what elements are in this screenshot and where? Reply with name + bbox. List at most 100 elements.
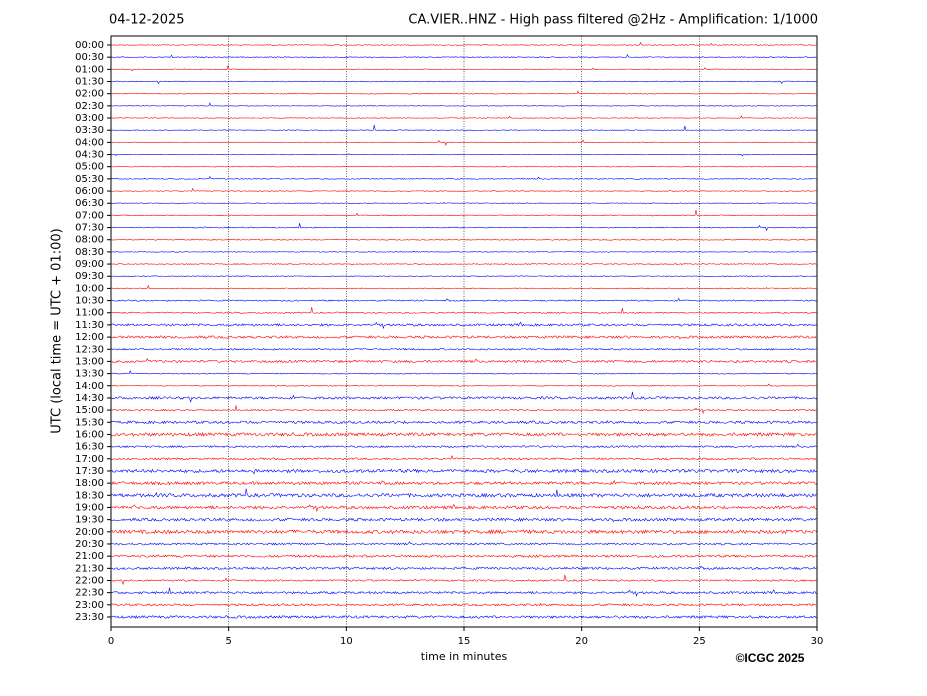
y-tick-label: 05:30 — [75, 174, 104, 185]
y-tick-label: 14:30 — [75, 393, 104, 404]
copyright: ©ICGC 2025 — [736, 651, 805, 665]
y-tick-label: 10:30 — [75, 296, 104, 307]
trace — [110, 529, 818, 535]
y-tick-label: 03:30 — [75, 125, 104, 136]
trace — [110, 139, 818, 146]
y-tick-label: 18:00 — [75, 478, 104, 489]
trace — [110, 334, 818, 340]
x-tick-label: 10 — [340, 636, 353, 647]
trace — [110, 223, 818, 232]
trace — [110, 275, 818, 278]
trace — [110, 263, 818, 265]
trace — [110, 80, 818, 85]
trace — [110, 517, 818, 523]
y-tick-label: 21:00 — [75, 551, 104, 562]
x-axis-label: time in minutes — [421, 650, 508, 663]
trace — [110, 405, 818, 415]
trace — [110, 238, 818, 241]
y-tick-label: 00:30 — [75, 52, 104, 63]
trace — [110, 297, 818, 302]
y-tick-label: 02:00 — [75, 89, 104, 100]
y-tick-label: 10:00 — [75, 283, 104, 294]
trace — [110, 565, 818, 571]
y-tick-label: 17:30 — [75, 466, 104, 477]
y-tick-label: 07:00 — [75, 210, 104, 221]
trace — [110, 468, 818, 475]
trace — [110, 321, 818, 330]
y-tick-label: 06:00 — [75, 186, 104, 197]
trace — [110, 479, 818, 486]
trace — [110, 90, 818, 95]
trace — [110, 54, 818, 58]
x-tick-label: 0 — [108, 636, 114, 647]
y-tick-label: 06:30 — [75, 198, 104, 209]
y-tick-label: 09:00 — [75, 259, 104, 270]
y-tick-label: 01:00 — [75, 64, 104, 75]
x-tick-label: 20 — [575, 636, 588, 647]
y-tick-label: 04:30 — [75, 150, 104, 161]
trace — [110, 614, 818, 619]
trace — [110, 175, 818, 180]
y-tick-label: 22:00 — [75, 575, 104, 586]
trace — [110, 124, 818, 132]
y-tick-label: 19:00 — [75, 502, 104, 513]
trace — [110, 347, 818, 351]
y-tick-label: 08:30 — [75, 247, 104, 258]
y-axis-label: UTC (local time = UTC + 01:00) — [50, 228, 65, 433]
trace — [110, 41, 818, 46]
y-tick-label: 15:30 — [75, 417, 104, 428]
y-tick-label: 13:00 — [75, 356, 104, 367]
x-tick-label: 25 — [693, 636, 706, 647]
trace — [110, 202, 818, 205]
y-tick-label: 16:00 — [75, 429, 104, 440]
trace — [110, 541, 818, 546]
trace — [110, 503, 818, 513]
x-tick-label: 5 — [225, 636, 231, 647]
y-tick-label: 11:30 — [75, 320, 104, 331]
trace — [110, 454, 818, 461]
y-tick-label: 08:00 — [75, 235, 104, 246]
y-tick-label: 12:00 — [75, 332, 104, 343]
y-tick-label: 01:30 — [75, 77, 104, 88]
trace — [110, 554, 818, 558]
trace — [110, 102, 818, 107]
trace — [110, 284, 818, 290]
trace — [110, 358, 818, 364]
trace — [110, 488, 818, 498]
trace — [110, 209, 818, 217]
y-tick-label: 18:30 — [75, 490, 104, 501]
y-tick-label: 05:00 — [75, 162, 104, 173]
y-tick-label: 13:30 — [75, 369, 104, 380]
trace — [110, 307, 818, 315]
y-tick-label: 20:30 — [75, 539, 104, 550]
y-tick-label: 23:00 — [75, 600, 104, 611]
y-tick-label: 19:30 — [75, 515, 104, 526]
trace — [110, 574, 818, 586]
y-tick-label: 14:00 — [75, 381, 104, 392]
y-tick-label: 00:00 — [75, 40, 104, 51]
trace — [110, 115, 818, 119]
trace — [110, 391, 818, 403]
y-tick-label: 23:30 — [75, 612, 104, 623]
trace — [110, 383, 818, 387]
y-tick-label: 02:30 — [75, 101, 104, 112]
y-tick-label: 17:00 — [75, 454, 104, 465]
trace — [110, 587, 818, 597]
y-tick-label: 04:00 — [75, 137, 104, 148]
trace — [110, 431, 818, 437]
y-tick-label: 21:30 — [75, 563, 104, 574]
trace — [110, 251, 818, 253]
y-tick-label: 09:30 — [75, 271, 104, 282]
trace — [110, 153, 818, 157]
x-tick-label: 15 — [458, 636, 471, 647]
date-title: 04-12-2025 — [109, 13, 185, 28]
chart-title: CA.VIER..HNZ - High pass filtered @2Hz -… — [408, 13, 818, 28]
trace — [110, 370, 818, 375]
y-tick-label: 20:00 — [75, 527, 104, 538]
y-tick-label: 12:30 — [75, 344, 104, 355]
y-tick-label: 15:00 — [75, 405, 104, 416]
trace — [110, 420, 818, 425]
y-tick-label: 16:30 — [75, 442, 104, 453]
trace — [110, 187, 818, 192]
